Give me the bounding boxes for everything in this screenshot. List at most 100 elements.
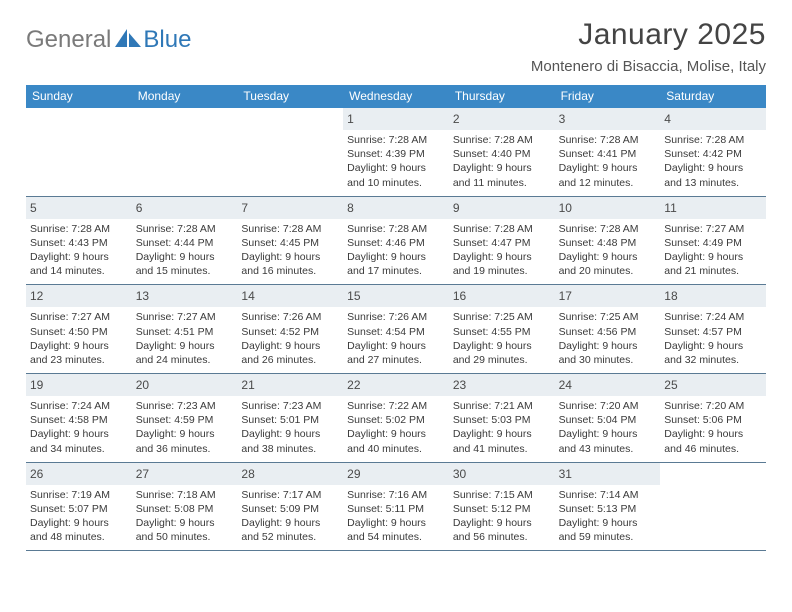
day-info: Sunrise: 7:20 AMSunset: 5:04 PMDaylight:… xyxy=(559,399,657,456)
calendar-cell: 9Sunrise: 7:28 AMSunset: 4:47 PMDaylight… xyxy=(449,197,555,285)
day-daylight2: and 24 minutes. xyxy=(136,353,234,367)
day-sunrise: Sunrise: 7:24 AM xyxy=(664,310,762,324)
day-sunrise: Sunrise: 7:25 AM xyxy=(559,310,657,324)
day-daylight1: Daylight: 9 hours xyxy=(241,250,339,264)
day-sunrise: Sunrise: 7:22 AM xyxy=(347,399,445,413)
calendar: SundayMondayTuesdayWednesdayThursdayFrid… xyxy=(26,85,766,551)
day-sunrise: Sunrise: 7:28 AM xyxy=(664,133,762,147)
day-sunrise: Sunrise: 7:17 AM xyxy=(241,488,339,502)
dow-label: Saturday xyxy=(660,85,766,108)
day-number: 26 xyxy=(30,467,43,481)
day-number: 11 xyxy=(664,201,676,215)
day-number: 12 xyxy=(30,289,43,303)
day-number-band: 26 xyxy=(26,463,132,485)
day-daylight1: Daylight: 9 hours xyxy=(347,339,445,353)
day-sunrise: Sunrise: 7:28 AM xyxy=(241,222,339,236)
day-daylight2: and 32 minutes. xyxy=(664,353,762,367)
day-info: Sunrise: 7:22 AMSunset: 5:02 PMDaylight:… xyxy=(347,399,445,456)
day-sunset: Sunset: 4:52 PM xyxy=(241,325,339,339)
day-info: Sunrise: 7:24 AMSunset: 4:57 PMDaylight:… xyxy=(664,310,762,367)
day-number-band: 2 xyxy=(449,108,555,130)
day-info: Sunrise: 7:14 AMSunset: 5:13 PMDaylight:… xyxy=(559,488,657,545)
day-daylight1: Daylight: 9 hours xyxy=(664,339,762,353)
day-sunrise: Sunrise: 7:28 AM xyxy=(30,222,128,236)
day-daylight2: and 34 minutes. xyxy=(30,442,128,456)
day-number: 24 xyxy=(559,378,572,392)
day-daylight2: and 43 minutes. xyxy=(559,442,657,456)
day-info: Sunrise: 7:25 AMSunset: 4:55 PMDaylight:… xyxy=(453,310,551,367)
day-sunset: Sunset: 4:39 PM xyxy=(347,147,445,161)
day-daylight1: Daylight: 9 hours xyxy=(453,516,551,530)
day-sunset: Sunset: 4:49 PM xyxy=(664,236,762,250)
day-daylight1: Daylight: 9 hours xyxy=(453,250,551,264)
day-daylight1: Daylight: 9 hours xyxy=(136,250,234,264)
day-number-band: 22 xyxy=(343,374,449,396)
day-daylight1: Daylight: 9 hours xyxy=(347,516,445,530)
day-daylight1: Daylight: 9 hours xyxy=(664,250,762,264)
day-sunset: Sunset: 4:47 PM xyxy=(453,236,551,250)
day-daylight2: and 12 minutes. xyxy=(559,176,657,190)
day-info: Sunrise: 7:23 AMSunset: 5:01 PMDaylight:… xyxy=(241,399,339,456)
calendar-cell xyxy=(26,108,132,196)
calendar-cell: 3Sunrise: 7:28 AMSunset: 4:41 PMDaylight… xyxy=(555,108,661,196)
day-number: 25 xyxy=(664,378,677,392)
day-daylight2: and 17 minutes. xyxy=(347,264,445,278)
day-sunset: Sunset: 4:57 PM xyxy=(664,325,762,339)
calendar-cell: 18Sunrise: 7:24 AMSunset: 4:57 PMDayligh… xyxy=(660,285,766,373)
day-number: 17 xyxy=(559,289,572,303)
calendar-cell: 22 Sunrise: 7:22 AMSunset: 5:02 PMDayligh… xyxy=(343,374,449,462)
day-daylight1: Daylight: 9 hours xyxy=(136,427,234,441)
day-sunset: Sunset: 5:03 PM xyxy=(453,413,551,427)
day-number: 9 xyxy=(453,201,460,215)
day-number: 2 xyxy=(453,112,460,126)
day-info: Sunrise: 7:16 AMSunset: 5:11 PMDaylight:… xyxy=(347,488,445,545)
day-daylight2: and 11 minutes. xyxy=(453,176,551,190)
day-number-band: 17 xyxy=(555,285,661,307)
calendar-cell: 10Sunrise: 7:28 AMSunset: 4:48 PMDayligh… xyxy=(555,197,661,285)
day-daylight1: Daylight: 9 hours xyxy=(30,516,128,530)
day-daylight2: and 13 minutes. xyxy=(664,176,762,190)
day-sunset: Sunset: 5:07 PM xyxy=(30,502,128,516)
day-daylight1: Daylight: 9 hours xyxy=(664,427,762,441)
day-sunset: Sunset: 5:04 PM xyxy=(559,413,657,427)
page-title: January 2025 xyxy=(531,18,766,52)
day-sunset: Sunset: 4:43 PM xyxy=(30,236,128,250)
calendar-cell: 25Sunrise: 7:20 AMSunset: 5:06 PMDayligh… xyxy=(660,374,766,462)
day-daylight2: and 27 minutes. xyxy=(347,353,445,367)
day-number-band: 16 xyxy=(449,285,555,307)
day-sunset: Sunset: 5:08 PM xyxy=(136,502,234,516)
day-info: Sunrise: 7:19 AMSunset: 5:07 PMDaylight:… xyxy=(30,488,128,545)
day-sunrise: Sunrise: 7:15 AM xyxy=(453,488,551,502)
day-daylight2: and 26 minutes. xyxy=(241,353,339,367)
calendar-cell: 7Sunrise: 7:28 AMSunset: 4:45 PMDaylight… xyxy=(237,197,343,285)
calendar-cell: 29Sunrise: 7:16 AMSunset: 5:11 PMDayligh… xyxy=(343,463,449,551)
day-daylight2: and 20 minutes. xyxy=(559,264,657,278)
day-number-band: 10 xyxy=(555,197,661,219)
day-info: Sunrise: 7:28 AMSunset: 4:44 PMDaylight:… xyxy=(136,222,234,279)
day-sunrise: Sunrise: 7:21 AM xyxy=(453,399,551,413)
day-number-band: 8 xyxy=(343,197,449,219)
title-block: January 2025 Montenero di Bisaccia, Moli… xyxy=(531,18,766,75)
dow-label: Sunday xyxy=(26,85,132,108)
day-sunrise: Sunrise: 7:20 AM xyxy=(559,399,657,413)
day-sunrise: Sunrise: 7:28 AM xyxy=(453,133,551,147)
day-info: Sunrise: 7:21 AMSunset: 5:03 PMDaylight:… xyxy=(453,399,551,456)
day-number-band: 19 xyxy=(26,374,132,396)
calendar-cell: 2Sunrise: 7:28 AMSunset: 4:40 PMDaylight… xyxy=(449,108,555,196)
day-sunset: Sunset: 4:44 PM xyxy=(136,236,234,250)
day-sunrise: Sunrise: 7:28 AM xyxy=(347,133,445,147)
day-daylight2: and 29 minutes. xyxy=(453,353,551,367)
day-sunrise: Sunrise: 7:28 AM xyxy=(559,133,657,147)
day-info: Sunrise: 7:18 AMSunset: 5:08 PMDaylight:… xyxy=(136,488,234,545)
day-number: 22 xyxy=(347,378,360,392)
day-daylight1: Daylight: 9 hours xyxy=(453,161,551,175)
day-info: Sunrise: 7:28 AMSunset: 4:43 PMDaylight:… xyxy=(30,222,128,279)
day-info: Sunrise: 7:15 AMSunset: 5:12 PMDaylight:… xyxy=(453,488,551,545)
day-sunset: Sunset: 5:11 PM xyxy=(347,502,445,516)
day-sunrise: Sunrise: 7:19 AM xyxy=(30,488,128,502)
day-daylight1: Daylight: 9 hours xyxy=(136,516,234,530)
day-sunrise: Sunrise: 7:27 AM xyxy=(136,310,234,324)
day-sunset: Sunset: 4:45 PM xyxy=(241,236,339,250)
brand-part1: General xyxy=(26,26,111,54)
day-number-band: 11 xyxy=(660,197,766,219)
